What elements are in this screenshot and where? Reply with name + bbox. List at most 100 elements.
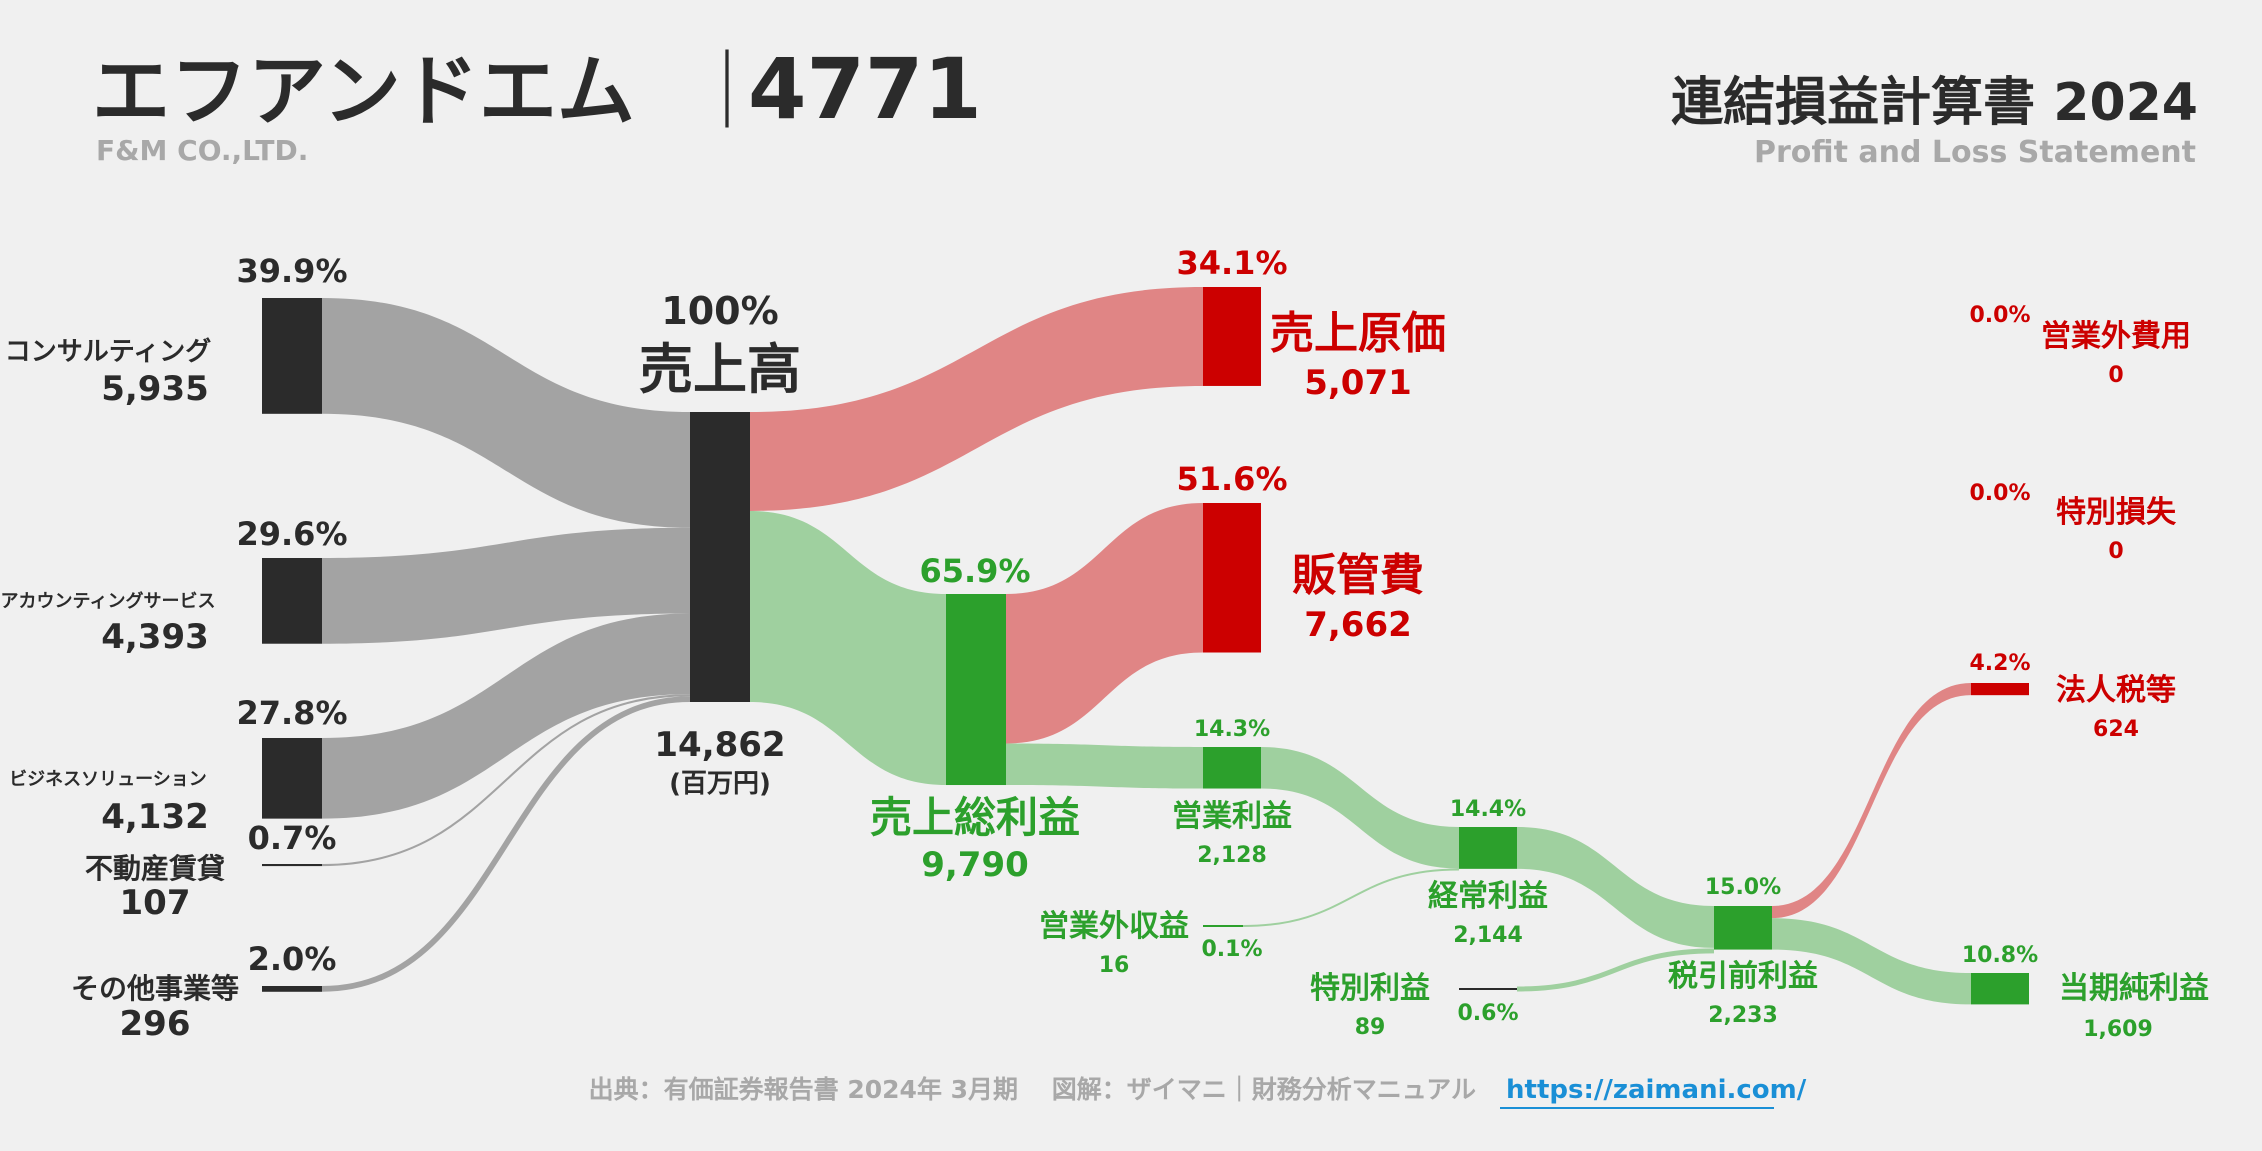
- gross-profit-value: 9,790: [921, 845, 1029, 885]
- operating-income-bar: [1203, 747, 1261, 789]
- segment-0-bar: [262, 298, 322, 414]
- segment-0-pct: 39.9%: [236, 252, 347, 290]
- income-taxes-value: 624: [2093, 717, 2139, 742]
- extraordinary-loss-pct: 0.0%: [1969, 481, 2030, 506]
- gross-profit-bar: [946, 594, 1006, 786]
- statement-title: 連結損益計算書 2024: [1671, 73, 2198, 133]
- segment-4-bar: [262, 986, 322, 992]
- segment-1-value: 4,393: [101, 617, 209, 657]
- income-taxes-pct: 4.2%: [1969, 651, 2030, 676]
- segment-2-value: 4,132: [101, 797, 209, 837]
- operating-income-pct: 14.3%: [1194, 717, 1270, 742]
- segment-0-label: コンサルティング: [5, 337, 211, 367]
- segment-0-value: 5,935: [101, 369, 209, 409]
- sankey-flows: [321, 287, 1971, 1005]
- non-operating-expenses-pct: 0.0%: [1969, 303, 2030, 328]
- revenue-pct: 100%: [661, 289, 778, 333]
- non-operating-income-value: 16: [1099, 953, 1130, 978]
- footer: 出典：有価証券報告書 2024年 3月期 図解：ザイマニ｜財務分析マニュアル h…: [589, 1075, 1807, 1109]
- segment-3-value: 107: [120, 883, 191, 923]
- company-name: エフアンドエム: [92, 47, 635, 137]
- ordinary-income-pct: 14.4%: [1450, 797, 1526, 822]
- segment-1-label: アカウンティングサービス: [1, 590, 216, 612]
- ordinary-income-value: 2,144: [1453, 923, 1523, 948]
- statement-title-en: Profit and Loss Statement: [1754, 135, 2196, 170]
- operating-income-label: 営業利益: [1172, 799, 1292, 834]
- extraordinary-loss-label: 特別損失: [2056, 495, 2177, 530]
- segment-1-bar: [262, 558, 322, 644]
- segment-3-bar: [262, 864, 322, 867]
- operating-income-value: 2,128: [1197, 843, 1267, 868]
- extraordinary-income-bar: [1459, 988, 1517, 990]
- extraordinary-income-value: 89: [1355, 1015, 1386, 1040]
- gross-profit-pct: 65.9%: [919, 552, 1030, 590]
- cost-of-sales-pct: 34.1%: [1176, 244, 1287, 282]
- non-operating-expenses-value: 0: [2108, 363, 2123, 388]
- net-income-pct: 10.8%: [1962, 943, 2038, 968]
- segment-2-flow: [322, 613, 690, 819]
- company-name-en: F&M CO.,LTD.: [96, 134, 308, 167]
- cost-of-sales-flow: [750, 287, 1203, 511]
- net-income-bar: [1971, 973, 2029, 1005]
- extraordinary-income-flow: [1516, 948, 1715, 992]
- revenue-label: 売上高: [639, 338, 801, 401]
- pretax-income-flow: [1517, 827, 1714, 948]
- ordinary-income-label: 経常利益: [1428, 879, 1548, 914]
- non-operating-income-bar: [1203, 925, 1243, 927]
- non-operating-income-flow: [1242, 868, 1460, 927]
- ordinary-income-bar: [1459, 827, 1517, 869]
- non-operating-expenses-label: 営業外費用: [2041, 319, 2191, 354]
- gross-profit-label: 売上総利益: [870, 793, 1080, 842]
- segment-1-pct: 29.6%: [236, 515, 347, 553]
- segment-0-flow: [322, 298, 690, 528]
- net-income-value: 1,609: [2083, 1017, 2153, 1042]
- cost-of-sales-bar: [1203, 287, 1261, 386]
- non-operating-income-pct: 0.1%: [1201, 937, 1262, 962]
- segment-2-bar: [262, 738, 322, 819]
- cost-of-sales-label: 売上原価: [1270, 308, 1446, 359]
- segment-4-flow: [321, 696, 691, 992]
- header: エフアンドエム ｜ 4771 F&M CO.,LTD. 連結損益計算書 2024…: [92, 40, 2198, 170]
- income-taxes-label: 法人税等: [2056, 673, 2176, 708]
- non-operating-income-label: 営業外収益: [1039, 909, 1189, 944]
- ordinary-income-flow: [1261, 747, 1459, 869]
- segment-2-pct: 27.8%: [236, 694, 347, 732]
- pretax-income-bar: [1714, 906, 1772, 950]
- net-income-label: 当期純利益: [2059, 971, 2209, 1006]
- segment-3-flow: [321, 694, 691, 867]
- sga-flow: [1006, 503, 1203, 744]
- segment-3-pct: 0.7%: [248, 819, 337, 857]
- source-credit: 出典：有価証券報告書 2024年 3月期 図解：ザイマニ｜財務分析マニュアル: [589, 1075, 1476, 1104]
- sga-bar: [1203, 503, 1261, 653]
- segment-2-label: ビジネスソリューション: [9, 769, 207, 790]
- segment-1-flow: [322, 527, 690, 644]
- pretax-income-pct: 15.0%: [1705, 875, 1781, 900]
- net-income-flow: [1772, 918, 1971, 1005]
- pretax-income-label: 税引前利益: [1668, 959, 1818, 994]
- segment-4-value: 296: [120, 1004, 191, 1044]
- sga-pct: 51.6%: [1176, 460, 1287, 498]
- segment-3-label: 不動産賃貸: [85, 852, 225, 885]
- extraordinary-income-label: 特別利益: [1310, 971, 1430, 1006]
- income-taxes-flow: [1772, 683, 1971, 919]
- sankey-nodes: [262, 287, 2029, 1005]
- cost-of-sales-value: 5,071: [1304, 363, 1412, 403]
- operating-income-flow: [1006, 743, 1203, 789]
- pretax-income-value: 2,233: [1708, 1003, 1778, 1028]
- sga-value: 7,662: [1304, 605, 1412, 645]
- revenue-value: 14,862: [654, 725, 785, 765]
- income-taxes-bar: [1971, 683, 2029, 696]
- sga-label: 販管費: [1292, 550, 1424, 601]
- gross-profit-flow: [750, 510, 946, 786]
- revenue-bar: [690, 412, 750, 702]
- source-url-link[interactable]: https://zaimani.com/: [1506, 1075, 1807, 1105]
- ticker-code: 4771: [748, 40, 982, 138]
- title-separator: ｜: [688, 47, 766, 137]
- segment-4-pct: 2.0%: [248, 940, 337, 978]
- revenue-unit: (百万円): [669, 769, 771, 799]
- extraordinary-income-pct: 0.6%: [1457, 1001, 1518, 1026]
- extraordinary-loss-value: 0: [2108, 539, 2123, 564]
- segment-4-label: その他事業等: [71, 972, 239, 1005]
